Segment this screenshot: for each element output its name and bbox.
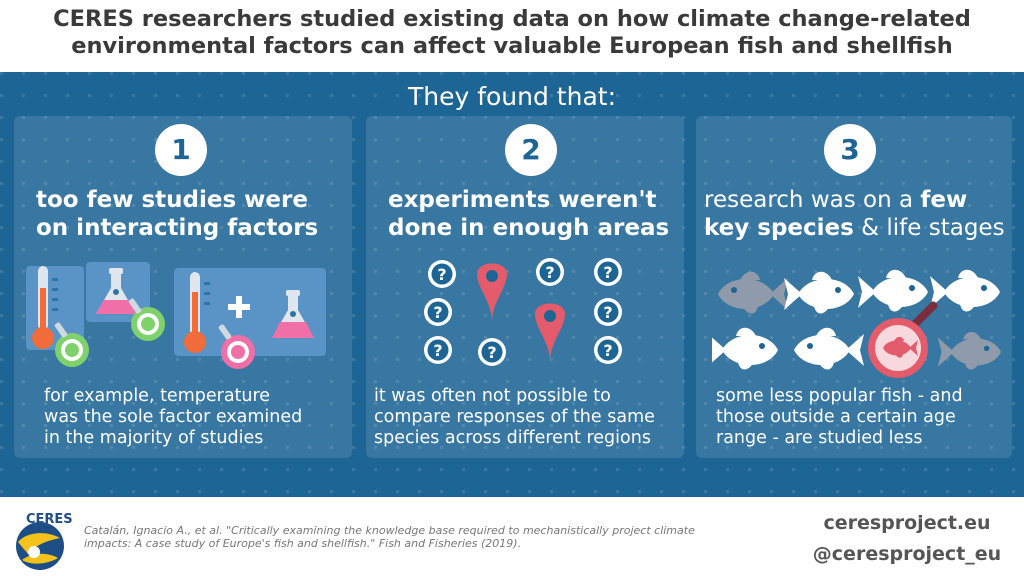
- fish-icon: [930, 269, 1000, 312]
- finding-description-3-line-3: range - are studied less: [716, 428, 923, 448]
- ceres-logo-icon: [16, 522, 64, 570]
- finding-description-2: it was often not possible to compare res…: [374, 386, 655, 449]
- plus-icon: [228, 296, 250, 318]
- finding-heading-1: too few studies were on interacting fact…: [36, 186, 318, 242]
- social-handle-link[interactable]: @ceresproject_eu: [812, 543, 1002, 565]
- magnifier-icon: [54, 322, 89, 367]
- finding-description-3: some less popular fish - and those outsi…: [716, 386, 963, 449]
- finding-heading-1-line-2: on interacting factors: [36, 215, 319, 241]
- finding-description-1-line-1: for example, temperature: [44, 386, 271, 406]
- citation-line-2: impacts: A case study of Europe's fish a…: [84, 537, 522, 550]
- finding-heading-2-line-2: done in enough areas: [388, 215, 670, 241]
- fish-icon: [784, 271, 854, 314]
- svg-text:?: ?: [545, 263, 554, 282]
- website-link[interactable]: ceresproject.eu: [823, 512, 991, 534]
- fish-icon: [938, 331, 1001, 370]
- magnifier-icon: [868, 301, 938, 378]
- svg-text:?: ?: [603, 341, 612, 360]
- finding-description-2-line-1: it was often not possible to: [374, 386, 611, 406]
- question-mark-icon: ?: [424, 336, 452, 364]
- finding-heading-1-line-1: too few studies were: [36, 187, 308, 213]
- question-mark-icon: ?: [594, 336, 622, 364]
- finding-description-1-line-3: in the majority of studies: [44, 428, 264, 448]
- map-pin-icon: [477, 263, 507, 322]
- title-line-1: CERES researchers studied existing data …: [53, 6, 971, 32]
- flask-icon: [96, 268, 136, 314]
- finding-description-1-line-2: was the sole factor examined: [44, 407, 303, 427]
- finding-description-3-line-2: those outside a certain age: [716, 407, 956, 427]
- flask-icon: [272, 290, 314, 338]
- citation: Catalán, Ignacio A., et al. "Critically …: [84, 524, 724, 550]
- finding-heading-2: experiments weren't done in enough areas: [388, 186, 669, 242]
- finding-description-3-line-1: some less popular fish - and: [716, 386, 963, 406]
- map-pin-icon: [535, 303, 565, 362]
- question-mark-icon: ?: [428, 260, 456, 288]
- finding-description-1: for example, temperature was the sole fa…: [44, 386, 302, 449]
- finding-heading-3-line-2: key species & life stages: [704, 215, 1005, 241]
- thermometer-icon: [32, 266, 58, 349]
- svg-text:?: ?: [487, 343, 496, 362]
- fish-icon: [712, 327, 778, 370]
- regions-illustration: ? ? ? ? ? ? ? ?: [424, 258, 622, 366]
- question-mark-icon: ?: [536, 258, 564, 286]
- question-mark-icon: ?: [594, 258, 622, 286]
- fish-icon: [794, 327, 864, 370]
- svg-text:?: ?: [433, 303, 442, 322]
- species-illustration: [712, 269, 1001, 378]
- finding-description-2-line-2: compare responses of the same: [374, 407, 655, 427]
- finding-heading-2-line-1: experiments weren't: [388, 187, 657, 213]
- finding-heading-3-line-1: research was on a few: [704, 187, 968, 213]
- question-mark-icon: ?: [424, 298, 452, 326]
- citation-line-1: Catalán, Ignacio A., et al. "Critically …: [84, 524, 695, 537]
- interacting-factors-illustration: [26, 262, 326, 369]
- question-mark-icon: ?: [478, 338, 506, 366]
- logo-text: CERES: [26, 512, 73, 527]
- finding-number-1: 1: [155, 124, 207, 176]
- svg-text:?: ?: [603, 303, 612, 322]
- thermometer-icon: [184, 272, 210, 353]
- title-line-2: environmental factors can affect valuabl…: [71, 33, 953, 59]
- subtitle: They found that:: [407, 82, 617, 111]
- finding-heading-3: research was on a few key species & life…: [704, 186, 1005, 242]
- fish-icon: [718, 271, 788, 314]
- finding-description-2-line-3: species across different regions: [374, 428, 651, 448]
- svg-text:?: ?: [603, 263, 612, 282]
- finding-number-3: 3: [824, 124, 876, 176]
- svg-text:?: ?: [433, 341, 442, 360]
- svg-text:?: ?: [437, 265, 446, 284]
- infographic-title: CERES researchers studied existing data …: [0, 6, 1024, 60]
- fish-icon: [858, 269, 928, 312]
- question-mark-icon: ?: [594, 298, 622, 326]
- magnifier-icon: [218, 324, 255, 369]
- magnifier-icon: [128, 298, 165, 341]
- finding-number-2: 2: [505, 124, 557, 176]
